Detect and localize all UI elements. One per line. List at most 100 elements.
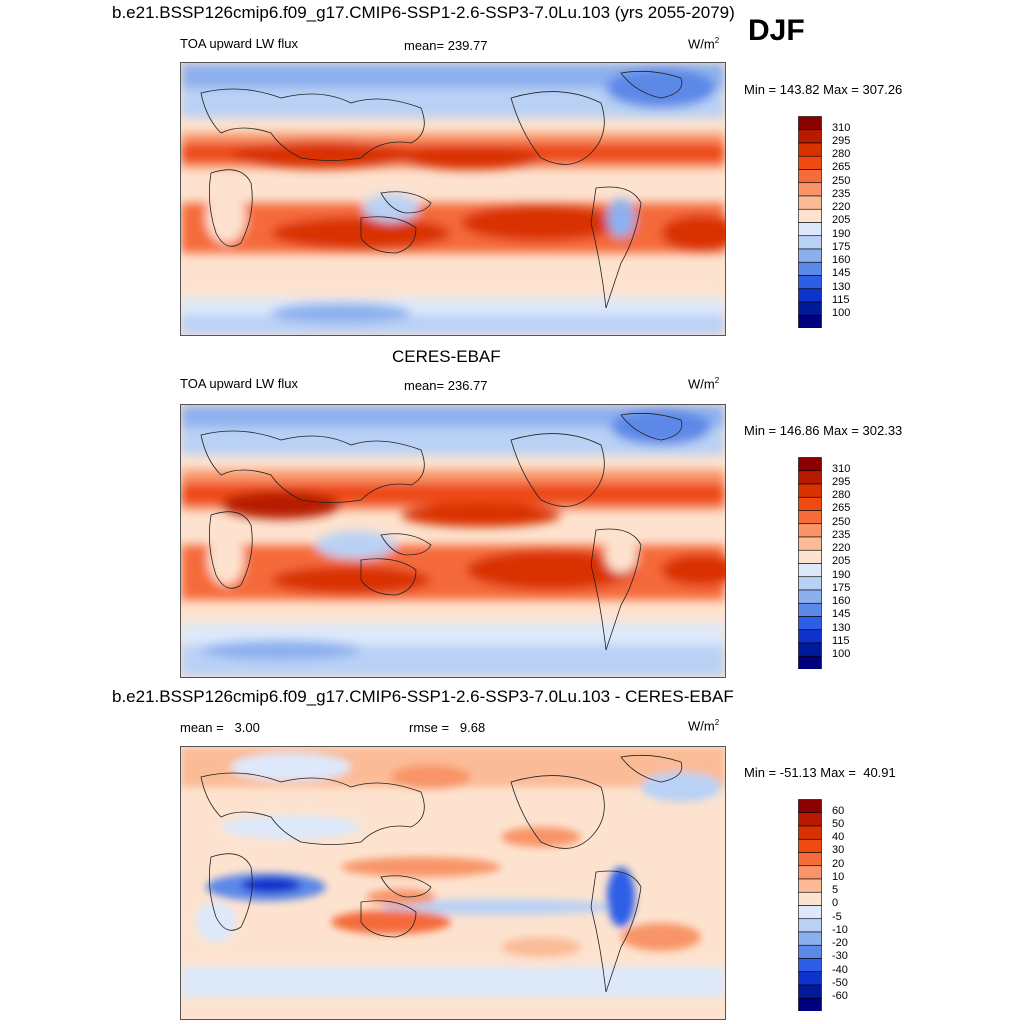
colorbar-box: [798, 510, 822, 525]
panel2-cbar-label: 145: [832, 608, 851, 620]
panel1-colorbar: 310 295 280 265 250 235 220 205 190 175 …: [798, 116, 850, 333]
colorbar-box: [798, 905, 822, 920]
colorbar-box: [798, 169, 822, 184]
colorbar-box: [798, 563, 822, 578]
panel3-units: W/m2: [688, 718, 720, 734]
colorbar-box: [798, 496, 822, 511]
panel1-units: W/m2: [688, 36, 720, 52]
panel2-cbar-label: 295: [832, 476, 851, 488]
panel2-units: W/m2: [688, 376, 720, 392]
colorbar-box: [798, 931, 822, 946]
panel2-heading: CERES-EBAF: [392, 347, 501, 366]
panel3-cbar-label: 20: [832, 858, 845, 870]
panel3-minmax: Min = -51.13 Max = 40.91: [744, 765, 896, 780]
colorbar-box: [798, 155, 822, 170]
panel3-cbar-label: -60: [832, 990, 848, 1002]
colorbar-box: [798, 629, 822, 644]
panel1-cbar-label: 250: [832, 175, 851, 187]
panel2-cbar-label: 175: [832, 582, 851, 594]
panel3-cbar-label: 10: [832, 871, 845, 883]
colorbar-box: [798, 275, 822, 290]
panel2-variable: TOA upward LW flux: [180, 376, 299, 391]
season-label: DJF: [748, 14, 805, 47]
panel1-cbar-label: 220: [832, 201, 851, 213]
colorbar-box: [798, 261, 822, 276]
colorbar-box: [798, 642, 822, 657]
colorbar-box: [798, 602, 822, 617]
colorbar-box: [798, 235, 822, 250]
panel1-cbar-label: 175: [832, 241, 851, 253]
colorbar-box: [798, 878, 822, 893]
colorbar-box: [798, 142, 822, 157]
panel1-cbar-label: 190: [832, 228, 851, 240]
panel3-map: [180, 746, 726, 1020]
colorbar-box: [798, 536, 822, 551]
panel1-cbar-label: 265: [832, 161, 851, 173]
panel2-minmax: Min = 146.86 Max = 302.33: [744, 423, 903, 438]
colorbar-box: [798, 997, 822, 1012]
panel2-cbar-label: 205: [832, 555, 851, 567]
colorbar-box: [798, 799, 822, 814]
colorbar-box: [798, 116, 822, 131]
panel3-mean: mean = 3.00: [180, 720, 260, 735]
panel3-cbar-label: -30: [832, 950, 848, 962]
colorbar-box: [798, 958, 822, 973]
colorbar-box: [798, 865, 822, 880]
panel1-cbar-label: 310: [832, 122, 851, 134]
panel3-cbar-label: 0: [832, 897, 839, 909]
colorbar-box: [798, 208, 822, 223]
colorbar-box: [798, 523, 822, 538]
panel3-cbar-label: 30: [832, 844, 845, 856]
panel2-mean: mean= 236.77: [404, 378, 488, 393]
panel1-cbar-label: 100: [832, 307, 851, 319]
panel3-cbar-label: -5: [832, 911, 842, 923]
panel3-colorbar: 60 50 40 30 20 10 5 0 -5 -10 -20 -30 -40…: [798, 799, 848, 1016]
panel1-colorbar-boxes: [798, 116, 822, 329]
panel2-cbar-label: 235: [832, 529, 851, 541]
colorbar-box: [798, 971, 822, 986]
panel1-variable: TOA upward LW flux: [180, 36, 299, 51]
panel2-colorbar: 310 295 280 265 250 235 220 205 190 175 …: [798, 457, 850, 674]
colorbar-box: [798, 248, 822, 263]
colorbar-box: [798, 549, 822, 564]
colorbar-box: [798, 301, 822, 316]
panel3-heading: b.e21.BSSP126cmip6.f09_g17.CMIP6-SSP1-2.…: [112, 687, 734, 706]
panel3-cbar-label: -40: [832, 964, 848, 976]
colorbar-box: [798, 470, 822, 485]
panel2-cbar-label: 310: [832, 463, 851, 475]
panel1-cbar-label: 115: [832, 294, 850, 306]
colorbar-box: [798, 852, 822, 867]
panel3-cbar-label: 50: [832, 818, 845, 830]
colorbar-box: [798, 984, 822, 999]
colorbar-box: [798, 222, 822, 237]
panel1-cbar-label: 160: [832, 254, 851, 266]
panel2-cbar-label: 100: [832, 648, 851, 660]
panel1-map: [180, 62, 726, 336]
panel2-cbar-label: 220: [832, 542, 851, 554]
panel2-cbar-label: 160: [832, 595, 851, 607]
colorbar-box: [798, 918, 822, 933]
colorbar-box: [798, 314, 822, 329]
panel1-cbar-label: 205: [832, 214, 851, 226]
colorbar-box: [798, 195, 822, 210]
panel3-rmse: rmse = 9.68: [409, 720, 486, 735]
colorbar-box: [798, 589, 822, 604]
panel3-cbar-label: 40: [832, 831, 845, 843]
colorbar-box: [798, 457, 822, 472]
panel3-cbar-label: -50: [832, 977, 848, 989]
panel1-cbar-label: 145: [832, 267, 851, 279]
panel2-map: [180, 404, 726, 678]
colorbar-box: [798, 483, 822, 498]
panel1-cbar-label: 130: [832, 281, 851, 293]
panel2-cbar-label: 280: [832, 489, 851, 501]
panel2-colorbar-boxes: [798, 457, 822, 670]
panel1-cbar-label: 295: [832, 135, 851, 147]
panel1-cbar-label: 235: [832, 188, 851, 200]
colorbar-box: [798, 838, 822, 853]
panel2-cbar-label: 190: [832, 569, 851, 581]
colorbar-box: [798, 576, 822, 591]
panel3-cbar-label: 5: [832, 884, 839, 896]
colorbar-box: [798, 616, 822, 631]
figure-title: b.e21.BSSP126cmip6.f09_g17.CMIP6-SSP1-2.…: [112, 3, 735, 22]
panel2-cbar-label: 265: [832, 502, 851, 514]
